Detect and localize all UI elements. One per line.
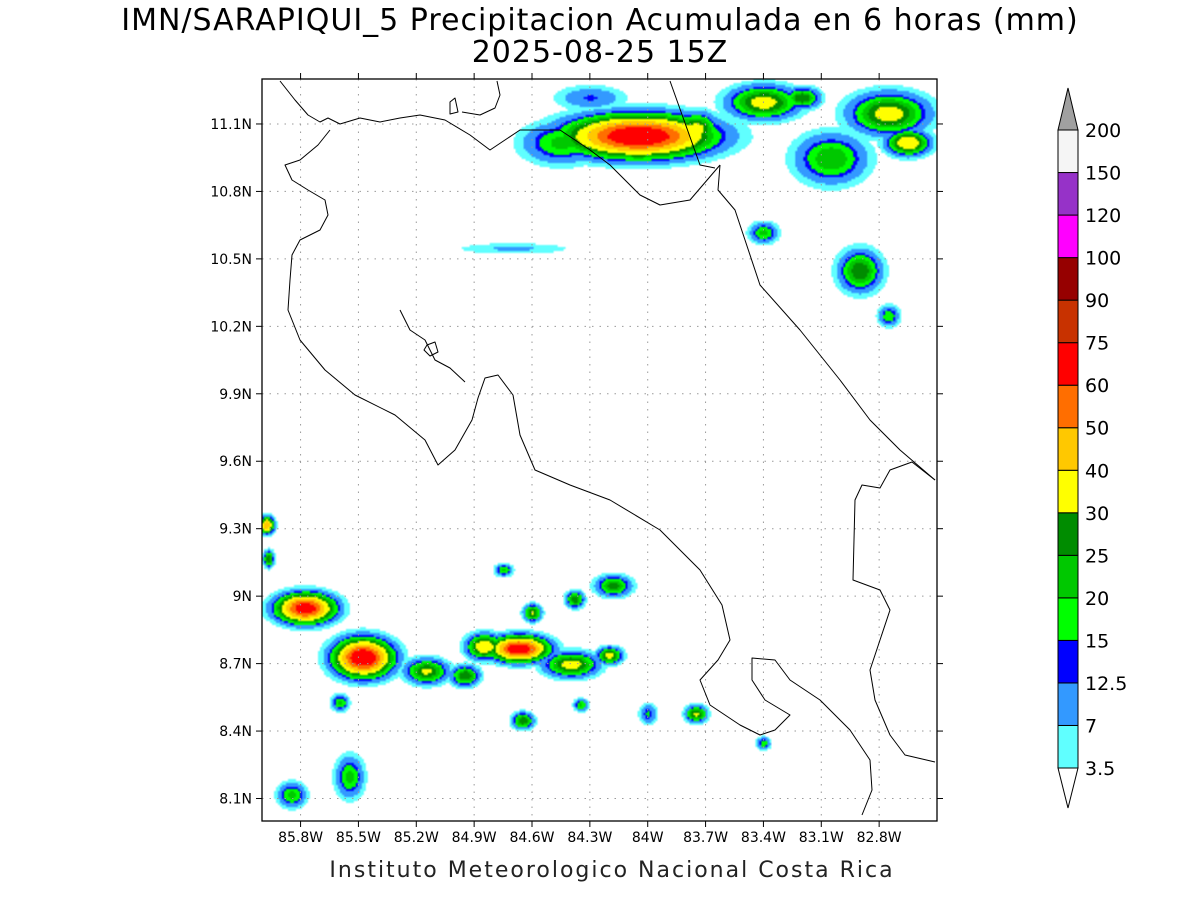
colorbar-segment [1057, 682, 1079, 726]
lon-tick-label: 84.6W [509, 830, 554, 846]
colorbar-segment [1057, 724, 1079, 769]
lon-tick-label: 83.1W [799, 830, 844, 846]
lat-tick-label: 8.4N [219, 724, 252, 740]
plot-frame [261, 78, 938, 822]
colorbar-label: 100 [1085, 248, 1121, 270]
coastline [852, 461, 936, 763]
colorbar-label: 30 [1085, 503, 1109, 525]
coastline [279, 80, 721, 206]
lat-tick-label: 11.1N [210, 117, 252, 133]
lon-tick-label: 84.9W [452, 830, 497, 846]
colorbar-label: 3.5 [1085, 758, 1115, 780]
lon-tick-label: 84.3W [567, 830, 612, 846]
colorbar-label: 7 [1085, 715, 1097, 737]
lon-tick-label: 83.4W [741, 830, 786, 846]
map-title-line2: 2025-08-25 15Z [472, 35, 729, 70]
lat-tick-label: 8.7N [219, 657, 252, 673]
colorbar-label: 25 [1085, 545, 1109, 567]
colorbar-segment [1057, 172, 1079, 216]
colorbar-label: 40 [1085, 460, 1109, 482]
coastline [717, 164, 936, 481]
colorbar-segment [1057, 469, 1079, 514]
coastlines-and-borders [279, 80, 936, 816]
colorbar: 3.5 7 12.5 15 20 25 30 40 50 60 75 90 100 120 150 200 [1057, 87, 1127, 809]
colorbar-segment [1057, 214, 1079, 259]
colorbar-segment [1057, 639, 1079, 684]
lat-tick-label: 9.6N [219, 454, 252, 470]
grid-lines [262, 79, 937, 821]
lon-tick-label: 83.7W [683, 830, 728, 846]
colorbar-segment [1057, 257, 1079, 301]
colorbar-segment [1057, 129, 1079, 174]
lat-tick-label: 9.9N [219, 387, 252, 403]
lat-tick-label: 8.1N [219, 792, 252, 808]
coastline [669, 80, 716, 169]
colorbar-segment [1057, 342, 1079, 386]
lat-tick-label: 9.3N [219, 522, 252, 538]
footer-credit: Instituto Meteorologico Nacional Costa R… [329, 858, 894, 883]
colorbar-segment [1057, 384, 1079, 429]
colorbar-segment [1057, 597, 1079, 641]
lat-tick-label: 9N [233, 589, 252, 605]
lon-tick-label: 82.8W [857, 830, 902, 846]
plot-area [261, 78, 938, 822]
lat-tick-label: 10.5N [210, 252, 252, 268]
colorbar-segment [1057, 427, 1079, 471]
colorbar-label: 200 [1085, 120, 1121, 142]
colorbar-label: 15 [1085, 630, 1109, 652]
lon-tick-label: 85.2W [394, 830, 439, 846]
lon-tick-label: 84W [632, 830, 664, 846]
colorbar-label: 90 [1085, 290, 1109, 312]
lat-tick-label: 10.2N [210, 319, 252, 335]
coastline [461, 80, 501, 116]
longitude-axis: 85.8W 85.5W 85.2W 84.9W 84.6W 84.3W 84W 83.7W 83… [278, 73, 902, 846]
colorbar-label: 120 [1085, 205, 1121, 227]
colorbar-segment [1057, 554, 1079, 599]
coastline [449, 97, 459, 115]
coastline [284, 129, 873, 816]
colorbar-upper-arrow [1057, 87, 1079, 131]
colorbar-segment [1057, 299, 1079, 344]
lat-tick-label: 10.8N [210, 184, 252, 200]
colorbar-label: 50 [1085, 418, 1109, 440]
colorbar-label: 150 [1085, 163, 1121, 185]
coastline [423, 341, 439, 357]
precipitation-field [262, 79, 937, 821]
colorbar-label: 12.5 [1085, 673, 1127, 695]
coastline [399, 309, 466, 383]
colorbar-segment [1057, 512, 1079, 556]
lon-tick-label: 85.5W [336, 830, 381, 846]
map-title-line1: IMN/SARAPIQUI_5 Precipitacion Acumulada … [121, 3, 1078, 38]
colorbar-label: 60 [1085, 375, 1109, 397]
latitude-axis: 11.1N 10.8N 10.5N 10.2N 9.9N 9.6N 9.3N 9N 8.7N 8.… [210, 117, 943, 808]
lon-tick-label: 85.8W [278, 830, 323, 846]
colorbar-lower-arrow [1057, 767, 1079, 809]
colorbar-label: 20 [1085, 588, 1109, 610]
colorbar-label: 75 [1085, 333, 1109, 355]
